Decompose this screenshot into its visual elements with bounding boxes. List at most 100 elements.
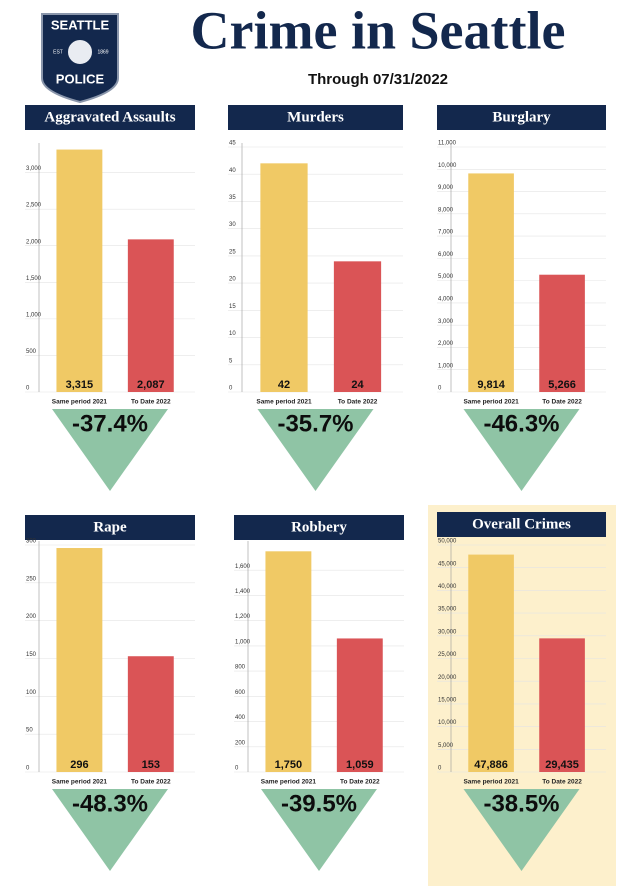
- y-tick-label: 600: [235, 690, 246, 696]
- y-tick-label: 25,000: [438, 652, 457, 658]
- y-tick-label: 200: [235, 740, 246, 746]
- change-label: -37.4%: [72, 410, 148, 437]
- y-tick-label: 800: [235, 665, 246, 671]
- value-label: 2,087: [137, 379, 165, 391]
- value-label: 5,266: [548, 379, 576, 391]
- bar: [127, 656, 174, 772]
- y-tick-label: 3,000: [438, 319, 454, 325]
- y-tick-label: 25: [229, 249, 236, 255]
- y-tick-label: 5,000: [438, 743, 454, 749]
- y-tick-label: 6,000: [438, 252, 454, 258]
- y-tick-label: 1,500: [26, 276, 42, 282]
- y-tick-label: 150: [26, 652, 37, 658]
- y-tick-label: 5,000: [438, 274, 454, 280]
- y-tick-label: 2,000: [26, 239, 42, 245]
- y-tick-label: 40: [229, 168, 236, 174]
- bar: [56, 149, 103, 392]
- y-tick-label: 1,000: [438, 363, 454, 369]
- bar: [265, 551, 312, 772]
- change-label: -39.5%: [281, 790, 357, 817]
- y-tick-label: 10,000: [438, 720, 457, 726]
- y-tick-label: 15: [229, 304, 236, 310]
- x-tick-label: To Date 2022: [131, 399, 171, 406]
- change-label: -35.7%: [277, 410, 353, 437]
- bar: [56, 548, 103, 772]
- logo-year: 1869: [97, 49, 108, 55]
- x-tick-label: Same period 2021: [463, 399, 519, 406]
- panel-header: [25, 105, 195, 130]
- y-tick-label: 7,000: [438, 230, 454, 236]
- y-tick-label: 20: [229, 277, 236, 283]
- y-tick-label: 400: [235, 715, 246, 721]
- value-label: 29,435: [545, 759, 579, 771]
- page-subtitle: Through 07/31/2022: [308, 71, 448, 88]
- x-tick-label: To Date 2022: [340, 779, 380, 786]
- y-tick-label: 500: [26, 349, 37, 355]
- panel-title: Aggravated Assaults: [44, 109, 175, 125]
- y-tick-label: 35: [229, 195, 236, 201]
- y-tick-label: 0: [229, 386, 233, 392]
- value-label: 3,315: [66, 379, 94, 391]
- y-tick-label: 100: [26, 690, 37, 696]
- value-label: 153: [142, 759, 160, 771]
- y-tick-label: 10,000: [438, 163, 457, 169]
- x-tick-label: To Date 2022: [131, 779, 171, 786]
- y-tick-label: 2,000: [438, 341, 454, 347]
- change-triangle: [52, 789, 168, 871]
- y-tick-label: 10: [229, 331, 236, 337]
- change-label: -46.3%: [483, 410, 559, 437]
- value-label: 47,886: [474, 759, 508, 771]
- panel-header: [437, 512, 606, 537]
- y-tick-label: 30,000: [438, 629, 457, 635]
- y-tick-label: 1,000: [235, 639, 251, 645]
- change-label: -38.5%: [483, 790, 559, 817]
- panel-header: [228, 105, 403, 130]
- bar: [468, 554, 514, 772]
- y-tick-label: 4,000: [438, 296, 454, 302]
- y-tick-label: 45,000: [438, 561, 457, 567]
- bar: [260, 163, 308, 392]
- y-tick-label: 20,000: [438, 675, 457, 681]
- bar: [468, 173, 514, 392]
- logo-seal: [66, 38, 94, 66]
- y-tick-label: 50: [26, 728, 33, 734]
- panel-header: [437, 105, 606, 130]
- change-triangle: [257, 409, 374, 491]
- x-tick-label: Same period 2021: [52, 399, 108, 406]
- value-label: 1,059: [346, 759, 374, 771]
- bar: [539, 638, 585, 772]
- y-tick-label: 40,000: [438, 584, 457, 590]
- panel-title: Rape: [93, 519, 127, 535]
- x-tick-label: Same period 2021: [52, 779, 108, 786]
- logo-est: EST: [53, 49, 63, 55]
- y-tick-label: 0: [235, 766, 239, 772]
- panel-header: [25, 515, 195, 540]
- x-tick-label: To Date 2022: [338, 399, 378, 406]
- x-tick-label: Same period 2021: [261, 779, 317, 786]
- y-tick-label: 0: [438, 766, 442, 772]
- change-triangle: [463, 789, 580, 871]
- y-tick-label: 0: [26, 766, 30, 772]
- change-triangle: [261, 789, 377, 871]
- y-tick-label: 250: [26, 576, 37, 582]
- y-tick-label: 1,400: [235, 589, 251, 595]
- value-label: 42: [278, 379, 290, 391]
- x-tick-label: Same period 2021: [256, 399, 312, 406]
- bar: [539, 274, 585, 392]
- y-tick-label: 35,000: [438, 607, 457, 613]
- logo: SEATTLE POLICE EST 1869: [41, 13, 119, 104]
- y-tick-label: 2,500: [26, 203, 42, 209]
- bar: [336, 638, 383, 772]
- value-label: 296: [70, 759, 88, 771]
- value-label: 24: [351, 379, 364, 391]
- y-tick-label: 0: [26, 386, 30, 392]
- y-tick-label: 1,000: [26, 312, 42, 318]
- y-tick-label: 50,000: [438, 539, 457, 545]
- y-tick-label: 5: [229, 358, 233, 364]
- y-tick-label: 200: [26, 614, 37, 620]
- change-triangle: [52, 409, 168, 491]
- x-tick-label: To Date 2022: [542, 399, 582, 406]
- y-tick-label: 9,000: [438, 185, 454, 191]
- y-tick-label: 30: [229, 222, 236, 228]
